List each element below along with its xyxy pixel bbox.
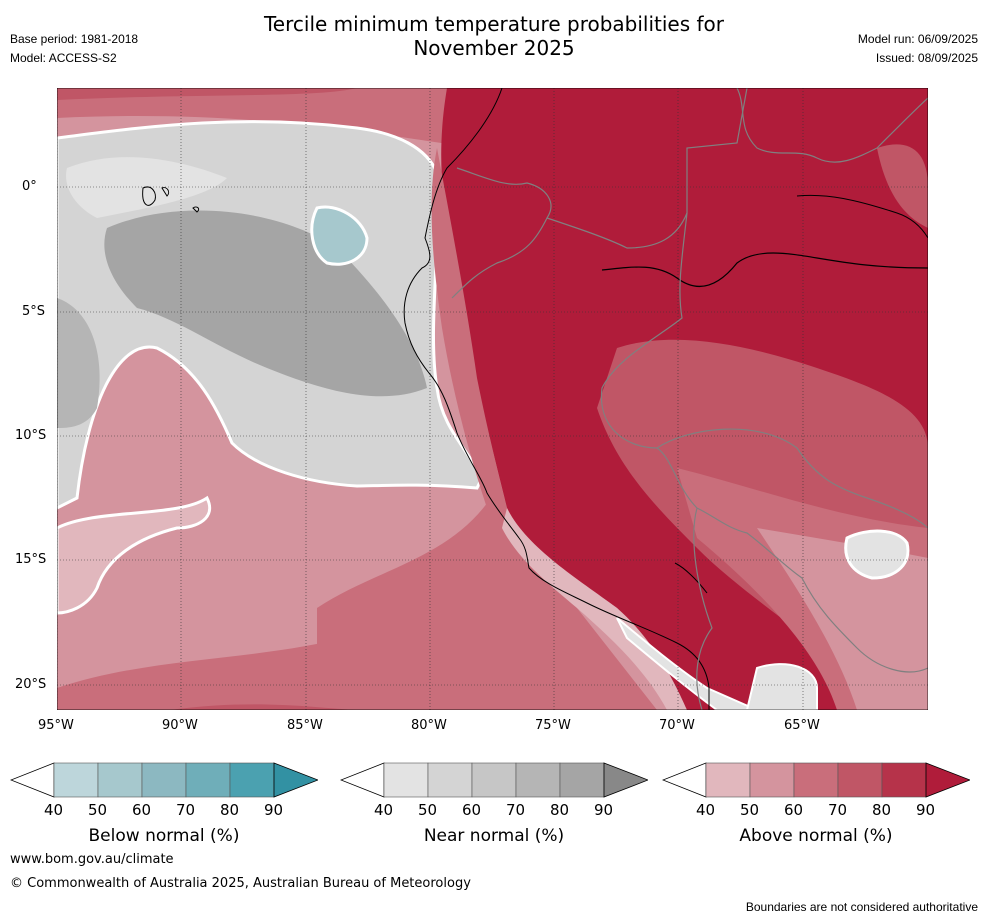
tick-label: 50 [740, 801, 760, 819]
boundary-disclaimer: Boundaries are not considered authoritat… [745, 900, 978, 914]
colorbar-segment [515, 762, 561, 798]
northern-warm-band [57, 88, 477, 148]
tick-label: 90 [264, 801, 284, 819]
colorbar-segment [471, 762, 517, 798]
tick-label: 90 [594, 801, 614, 819]
colorbar-low-extend [10, 762, 55, 798]
colorbar-low-extend [340, 762, 385, 798]
colorbar-near-title: Near normal (%) [423, 826, 565, 846]
colorbar-segment [383, 762, 429, 798]
issued-date: Issued: 08/09/2025 [875, 51, 978, 65]
coastline [403, 88, 710, 710]
colorbar-segment [141, 762, 187, 798]
lat-label-20s: 20°S [15, 677, 47, 692]
tick-label: 40 [696, 801, 716, 819]
colorbar-segment [749, 762, 795, 798]
tick-label: 40 [44, 801, 64, 819]
colorbar-segment [559, 762, 605, 798]
tick-label: 80 [550, 801, 570, 819]
colorbar-above-normal [662, 762, 970, 798]
colorbar-segment [229, 762, 275, 798]
lon-label-70w: 70°W [659, 718, 695, 733]
lat-label-15s: 15°S [15, 552, 47, 567]
tick-label: 60 [132, 801, 152, 819]
colorbar-above-ticks: 40 50 60 70 80 90 [662, 801, 970, 823]
colorbar-near-normal [340, 762, 648, 798]
coastal-warm-band [317, 488, 657, 710]
colorbar-low-extend [662, 762, 707, 798]
tick-label: 60 [784, 801, 804, 819]
copyright-notice: © Commonwealth of Australia 2025, Austra… [10, 876, 471, 891]
colorbar-segment [53, 762, 99, 798]
tick-label: 90 [916, 801, 936, 819]
lake-titicaca [674, 562, 708, 594]
lon-label-90w: 90°W [162, 718, 198, 733]
website-link[interactable]: www.bom.gov.au/climate [10, 852, 174, 867]
colorbar-high-extend [925, 762, 970, 798]
colorbar-segment [837, 762, 883, 798]
lon-label-65w: 65°W [784, 718, 820, 733]
colorbar-below-ticks: 40 50 60 70 80 90 [10, 801, 318, 823]
lon-label-95w: 95°W [38, 718, 74, 733]
tick-label: 70 [828, 801, 848, 819]
tick-label: 40 [374, 801, 394, 819]
tick-label: 50 [88, 801, 108, 819]
tick-label: 70 [506, 801, 526, 819]
lat-label-5s: 5°S [22, 304, 46, 319]
title-line-2: November 2025 [413, 36, 575, 60]
amazon-river [601, 252, 928, 287]
colorbar-segment [793, 762, 839, 798]
near-normal-high-core [104, 210, 427, 397]
colorbar-segment [427, 762, 473, 798]
colorbar-near-ticks: 40 50 60 70 80 90 [340, 801, 648, 823]
tick-label: 80 [872, 801, 892, 819]
lat-label-10s: 10°S [15, 428, 47, 443]
probability-map [57, 88, 928, 710]
graticule [57, 88, 928, 710]
colorbar-segment [881, 762, 927, 798]
country-borders [451, 88, 928, 710]
tick-label: 50 [418, 801, 438, 819]
colorbar-high-extend [273, 762, 318, 798]
lon-label-75w: 75°W [535, 718, 571, 733]
tick-label: 60 [462, 801, 482, 819]
model-run: Model run: 06/09/2025 [857, 32, 978, 46]
title-line-1: Tercile minimum temperature probabilitie… [263, 12, 725, 36]
colorbar-segment [97, 762, 143, 798]
colorbar-above-title: Above normal (%) [739, 826, 893, 846]
colorbar-high-extend [603, 762, 648, 798]
model-name: Model: ACCESS-S2 [10, 51, 117, 65]
lat-label-0: 0° [22, 179, 37, 194]
base-period: Base period: 1981-2018 [10, 32, 139, 46]
colorbar-segment [185, 762, 231, 798]
galapagos-islands [142, 186, 156, 206]
below-normal-patch [310, 205, 369, 266]
colorbar-below-normal [10, 762, 318, 798]
map-title: Tercile minimum temperature probabilitie… [0, 12, 988, 60]
lon-label-80w: 80°W [411, 718, 447, 733]
colorbar-below-title: Below normal (%) [88, 826, 240, 846]
colorbar-segment [705, 762, 751, 798]
tick-label: 70 [176, 801, 196, 819]
lon-label-85w: 85°W [287, 718, 323, 733]
tick-label: 80 [220, 801, 240, 819]
